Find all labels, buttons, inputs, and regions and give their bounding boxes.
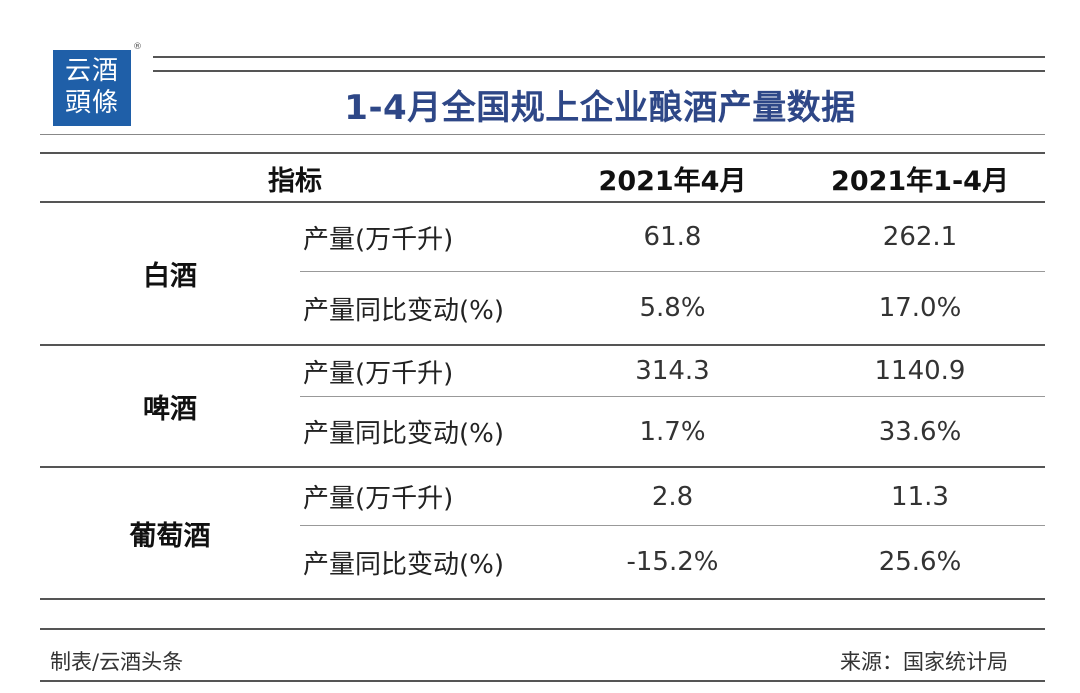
header-rule-2 [153, 70, 1045, 72]
indicator-label: 产量同比变动(%) [303, 295, 504, 326]
value-cell: 262.1 [882, 222, 958, 252]
brand-logo: 云酒 頭條 [53, 50, 131, 126]
row-divider [300, 396, 1045, 397]
header-col-2021-jan-apr: 2021年1-4月 [831, 165, 1009, 197]
value-cell: 314.3 [635, 356, 710, 386]
logo-line-2: 頭條 [64, 88, 119, 118]
indicator-label: 产量同比变动(%) [303, 549, 504, 580]
footer-credit: 制表/云酒头条 [50, 650, 184, 674]
value-cell: 33.6% [878, 416, 962, 447]
indicator-label: 产量同比变动(%) [303, 419, 504, 449]
table-rule-bottom [40, 598, 1045, 600]
category-wine: 葡萄酒 [129, 520, 211, 552]
value-cell: 11.3 [891, 481, 949, 512]
value-cell: -15.2% [626, 547, 719, 577]
indicator-label: 产量(万千升) [303, 358, 454, 389]
indicator-label: 产量(万千升) [303, 484, 454, 514]
value-cell: 61.8 [643, 222, 702, 252]
group-divider [40, 466, 1045, 468]
table-rule-top-2 [40, 152, 1045, 154]
category-baijiu: 白酒 [143, 261, 197, 292]
header-underline [40, 201, 1045, 203]
value-cell: 1140.9 [874, 356, 966, 386]
value-cell: 5.8% [639, 293, 706, 323]
footer-rule-top [40, 628, 1045, 630]
header-indicator: 指标 [268, 165, 322, 197]
logo-line-1: 云酒 [64, 56, 119, 86]
page-title: 1-4月全国规上企业酿酒产量数据 [344, 88, 856, 128]
category-beer: 啤酒 [143, 393, 197, 425]
value-cell: 1.7% [639, 416, 706, 447]
row-divider [300, 271, 1045, 272]
row-divider [300, 525, 1045, 526]
value-cell: 2.8 [651, 481, 694, 512]
registered-mark: ® [133, 42, 142, 52]
indicator-label: 产量(万千升) [303, 224, 454, 255]
header-col-2021-apr: 2021年4月 [598, 165, 747, 197]
header-rule-1 [153, 56, 1045, 58]
value-cell: 17.0% [878, 293, 962, 323]
value-cell: 25.6% [878, 547, 962, 577]
footer-source: 来源：国家统计局 [840, 650, 1008, 674]
group-divider [40, 344, 1045, 346]
table-rule-top [40, 134, 1045, 135]
footer-rule-bottom [40, 680, 1045, 682]
